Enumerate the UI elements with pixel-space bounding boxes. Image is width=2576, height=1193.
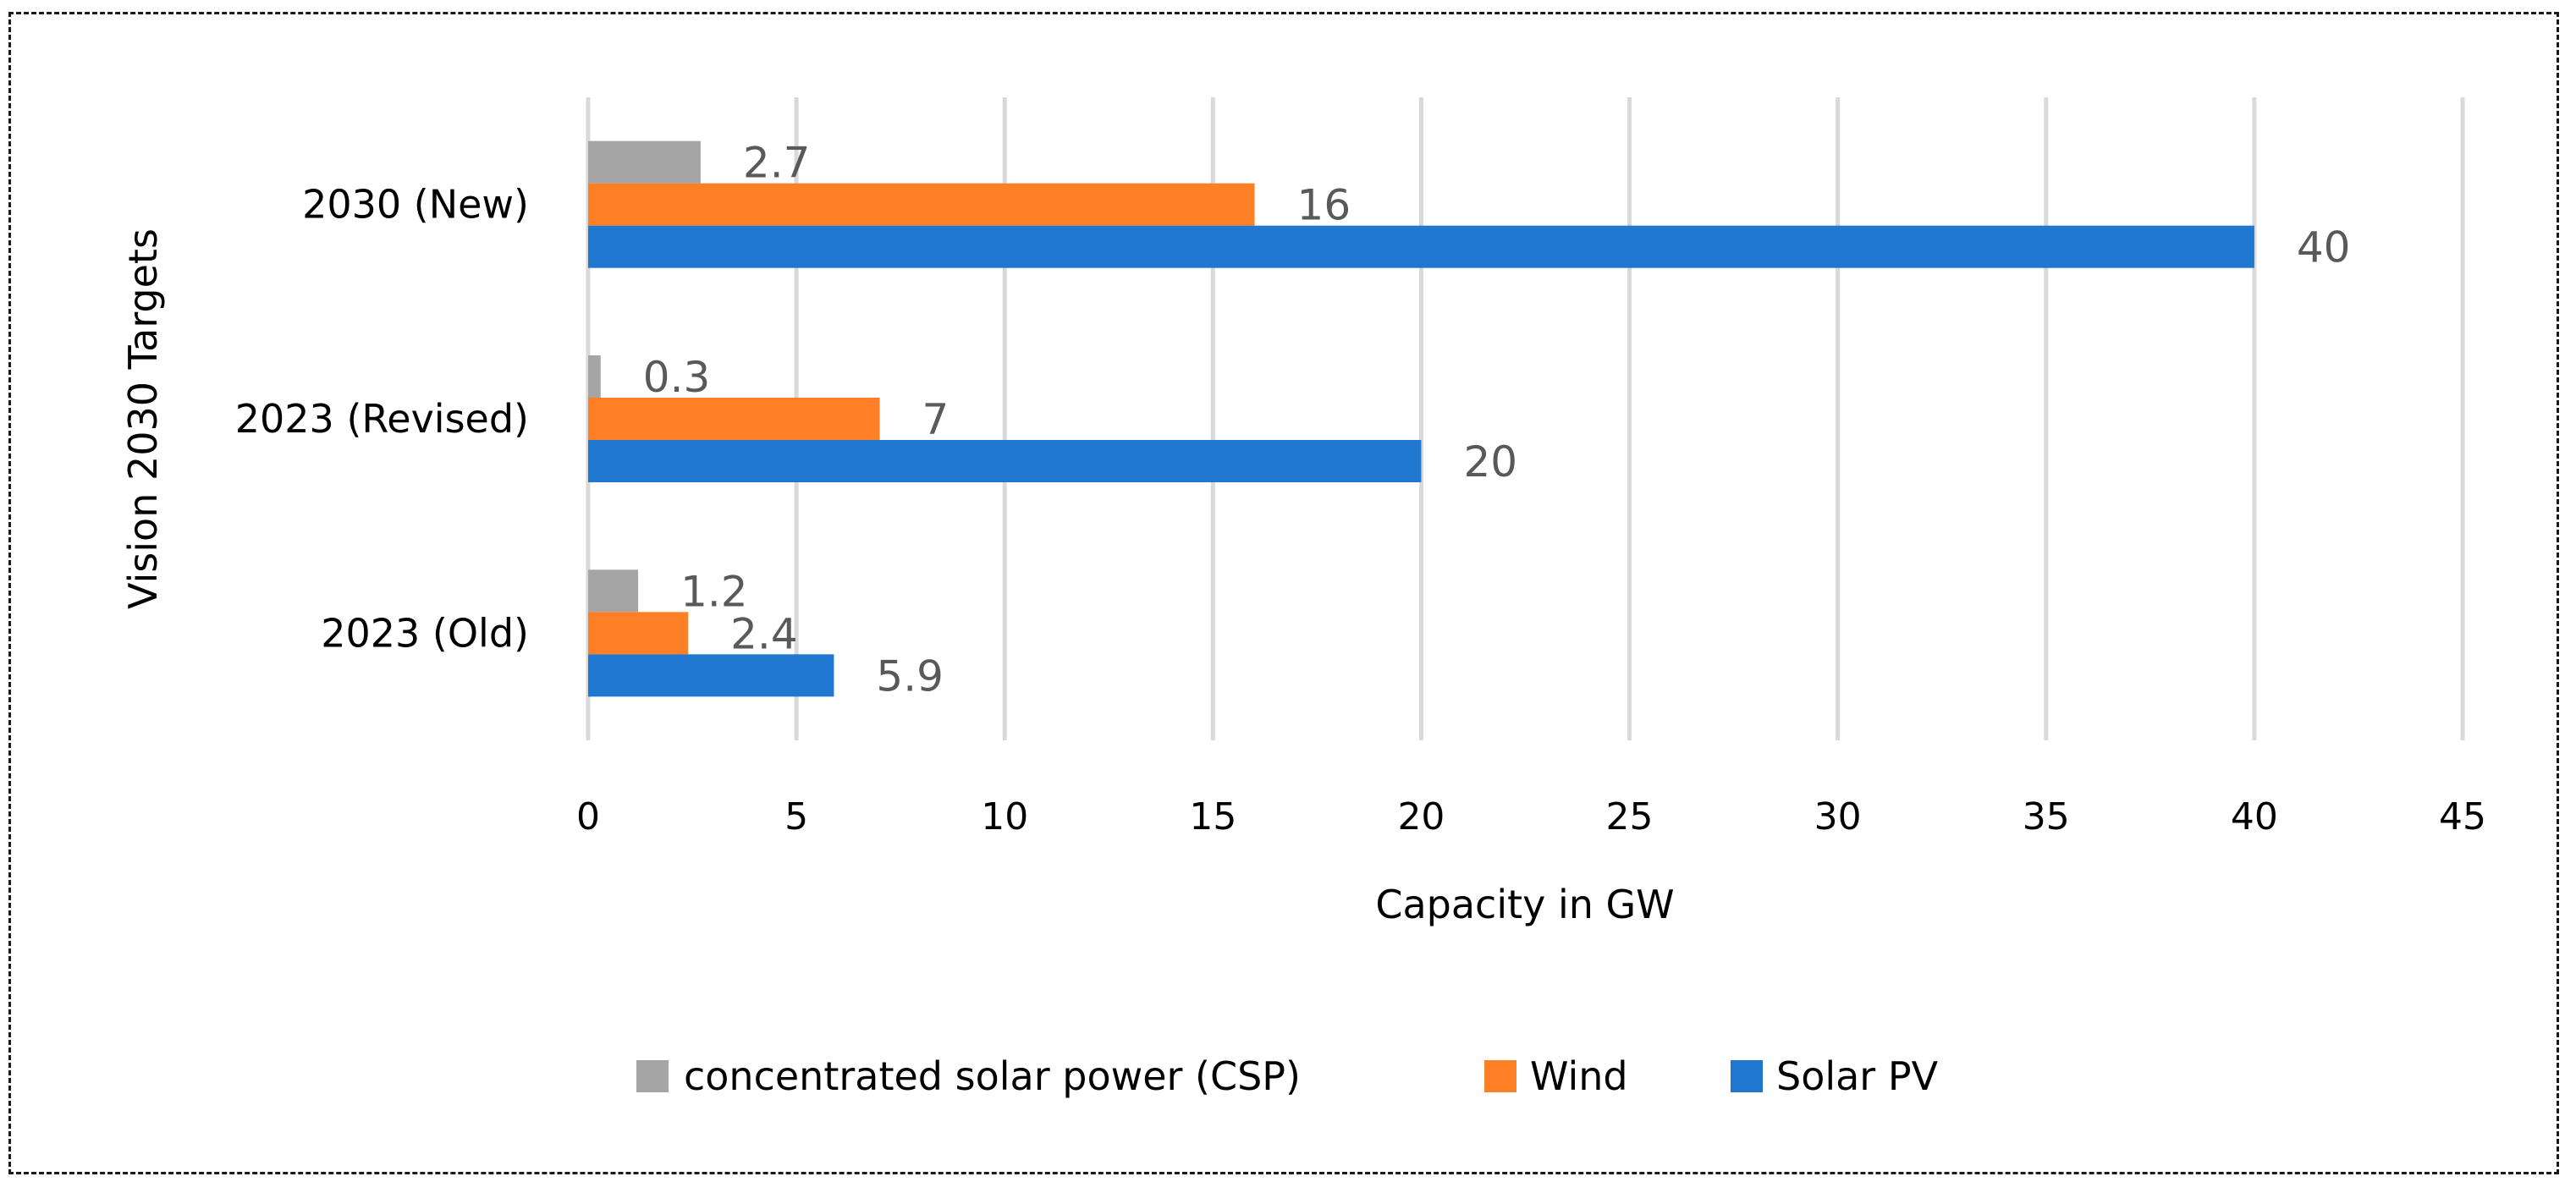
bar-wind — [588, 612, 689, 655]
data-label: 5.9 — [876, 651, 944, 701]
x-tick-label: 10 — [981, 795, 1028, 838]
bar-solar-pv — [588, 654, 834, 697]
x-tick-label: 0 — [576, 795, 600, 838]
bar-concentrated-solar-power-csp — [588, 355, 601, 398]
x-tick-label: 45 — [2439, 795, 2486, 838]
legend-swatch — [1731, 1060, 1763, 1092]
data-label: 2.4 — [730, 609, 798, 658]
legend-swatch — [636, 1060, 669, 1092]
data-label: 7 — [922, 395, 949, 444]
data-label: 1.2 — [680, 567, 748, 616]
data-label: 0.3 — [643, 353, 711, 402]
bar-wind — [588, 398, 880, 440]
x-tick-label: 40 — [2231, 795, 2278, 838]
category-label: 2023 (Revised) — [235, 396, 529, 442]
x-tick-label: 35 — [2023, 795, 2070, 838]
category-label: 2030 (New) — [302, 182, 529, 228]
chart-frame — [8, 12, 2559, 1174]
legend-label: Solar PV — [1776, 1053, 1939, 1099]
bars — [588, 140, 2254, 697]
x-axis-title: Capacity in GW — [1375, 882, 1674, 927]
x-tick-label: 5 — [784, 795, 808, 838]
bar-solar-pv — [588, 225, 2254, 268]
data-label: 20 — [1463, 437, 1517, 487]
data-label: 16 — [1297, 181, 1351, 230]
x-tick-label: 15 — [1189, 795, 1236, 838]
legend-swatch — [1484, 1060, 1516, 1092]
bar-wind — [588, 183, 1255, 226]
x-tick-label: 20 — [1397, 795, 1445, 838]
category-label: 2023 (Old) — [321, 610, 529, 656]
data-labels: 1.22.4 5.9 0.3 7 20 2.7 16 40 — [643, 139, 2351, 701]
x-tick-labels: 0 5 10 15 20 25 30 35 40 45 — [576, 795, 2486, 838]
y-axis-title: Vision 2030 Targets — [120, 228, 166, 609]
bar-concentrated-solar-power-csp — [588, 569, 639, 613]
legend-label: concentrated solar power (CSP) — [684, 1053, 1301, 1099]
legend: concentrated solar power (CSP) Wind Solar … — [636, 1053, 1939, 1099]
bar-concentrated-solar-power-csp — [588, 140, 701, 184]
data-label: 40 — [2297, 223, 2351, 272]
x-tick-label: 30 — [1814, 795, 1862, 838]
x-tick-label: 25 — [1606, 795, 1654, 838]
legend-label: Wind — [1530, 1053, 1628, 1099]
data-label: 2.7 — [743, 139, 811, 188]
y-category-labels: 2023 (Old) 2023 (Revised) 2030 (New) — [235, 182, 529, 657]
bar-solar-pv — [588, 440, 1422, 482]
